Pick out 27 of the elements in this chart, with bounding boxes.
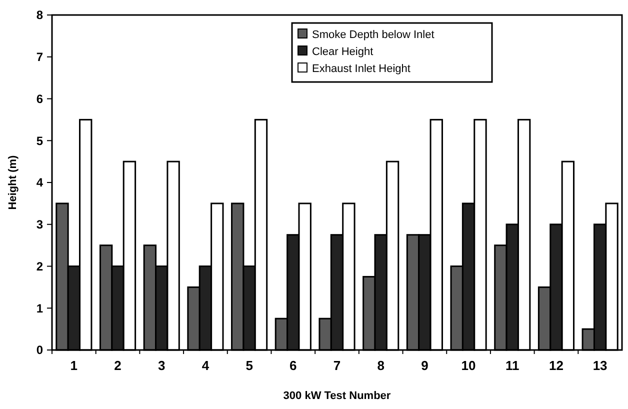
y-tick-label: 0 (36, 343, 44, 358)
y-tick-label: 2 (36, 259, 44, 274)
x-tick-label: 12 (548, 358, 564, 373)
x-tick-label: 2 (114, 358, 122, 373)
y-tick-label: 6 (36, 92, 44, 106)
x-tick-label: 9 (421, 358, 428, 373)
x-tick-label: 4 (202, 358, 210, 373)
x-tick-label: 1 (70, 358, 78, 373)
y-axis-title: Height (m) (7, 154, 19, 210)
x-tick-label: 5 (246, 358, 253, 373)
legend-label: Smoke Depth below Inlet (312, 28, 434, 41)
x-tick-label: 8 (377, 358, 384, 373)
legend-label: Clear Height (312, 46, 374, 58)
legend-label: Exhaust Inlet Height (312, 62, 410, 75)
x-tick-label: 11 (506, 358, 520, 373)
y-tick-label: 8 (36, 8, 44, 22)
y-tick-label: 5 (36, 134, 44, 148)
x-tick-label: 3 (158, 358, 166, 373)
x-tick-label: 13 (592, 358, 608, 373)
y-tick-label: 7 (36, 50, 44, 64)
x-axis-title: 300 kW Test Number (283, 390, 392, 402)
y-tick-label: 4 (36, 176, 44, 190)
x-tick-label: 7 (333, 358, 341, 373)
y-tick-label: 3 (36, 218, 44, 232)
y-tick-label: 1 (36, 301, 44, 316)
x-tick-label: 6 (290, 358, 297, 373)
x-tick-label: 10 (461, 358, 476, 373)
